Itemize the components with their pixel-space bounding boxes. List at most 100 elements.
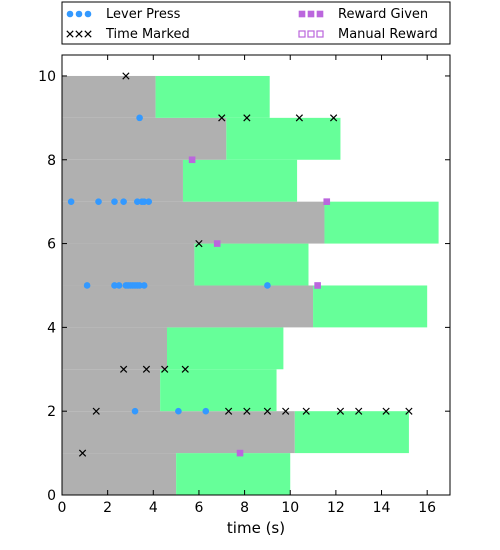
reward-given-point [314,282,321,289]
plot-content [62,72,439,495]
trial-bar-gray [62,201,325,244]
time-marked-point [224,407,233,415]
reward-given-point [323,198,331,205]
x-tick-label: 10 [281,500,299,516]
trial-bar-gray [62,285,314,328]
trial-bar-green [313,285,428,328]
legend: Lever Press Time Marked Reward Given Manual… [61,1,451,45]
lever-press-point [136,114,143,122]
legend-label: Lever Press [106,7,181,22]
legend-marker [307,30,315,38]
x-stroke [84,30,92,38]
time-marked-point [302,407,310,415]
x-stroke [75,30,83,38]
x-stroke [119,365,128,373]
trial-bar-green [160,369,277,412]
time-marked-point [161,365,169,373]
x-stroke [243,407,251,415]
y-tick-label: 10 [38,69,56,85]
lever-press-point [134,198,141,205]
lever-press-point [95,198,102,205]
y-tick-label: 2 [47,404,56,420]
x-tick-label: 16 [418,500,436,516]
trial-bar-gray [62,75,156,118]
trial-bar-gray [62,369,161,412]
time-marked-point [181,365,189,373]
x-stroke [302,407,310,415]
lever-press-point [145,198,153,205]
time-marked-point [295,114,303,122]
time-marked-point [243,114,251,122]
lever-press-point [140,198,148,205]
legend-marker [84,10,92,18]
lever-press-point [202,407,210,415]
time-marked-point [405,407,413,415]
x-stroke [243,114,251,122]
trial-bar-green [155,75,270,118]
time-marked-point [282,407,290,415]
x-axis-label: time (s) [227,519,285,537]
x-tick-label: 14 [373,500,391,516]
trial-bar-green [176,453,291,495]
x-tick-label: 0 [58,500,67,516]
lever-press-point [111,282,118,289]
lever-press-point [115,282,123,289]
trial-bar-gray [62,117,227,160]
lever-press-point [120,198,127,205]
trial-bar-gray [62,159,183,202]
legend-label: Reward Given [338,7,428,22]
time-marked-point [218,114,226,122]
lever-press-point [67,198,75,205]
x-stroke [405,407,413,415]
x-stroke [218,114,226,122]
reward-given-point [213,240,221,247]
time-marked-point [336,407,345,415]
x-stroke [78,449,87,457]
time-marked-point [263,407,272,415]
x-stroke [224,407,233,415]
trial-bar-gray [62,411,295,454]
plot-area [62,72,439,495]
time-marked-point [382,407,390,415]
lever-press-point [264,282,271,289]
time-marked-point [329,114,338,122]
plot-frame [61,54,451,496]
time-marked-point [355,407,363,415]
trial-bar-gray [62,327,167,370]
trial-bar-gray [62,453,177,495]
x-stroke [181,365,189,373]
time-marked-point [142,365,151,373]
y-tick-label: 6 [47,237,56,253]
x-stroke [329,114,338,122]
reward-given-point [236,449,244,457]
trial-bar-green [226,117,341,160]
x-stroke [161,365,169,373]
x-stroke [195,239,203,248]
x-tick-label: 8 [240,500,249,516]
legend-entry-manual-reward: Manual Reward [298,27,438,42]
time-marked-point [122,72,130,80]
lever-press-point [136,282,143,289]
legend-label: Time Marked [105,27,190,42]
x-stroke [282,407,290,415]
lever-press-point [175,407,182,415]
x-tick-label: 2 [103,500,112,516]
trial-bar-green [324,201,439,244]
legend-label: Manual Reward [338,27,438,42]
trial-bar-green [182,159,298,202]
time-marked-point [78,449,87,457]
time-marked-point [243,407,251,415]
legend-marker [307,10,315,18]
time-marked-point [119,365,128,373]
trial-bar-green [194,243,309,286]
axis-ticks: 0 2 4 6 8 10 12 14 16 0 2 4 6 8 10 [38,55,450,516]
x-stroke [263,407,272,415]
y-tick-label: 8 [47,153,56,169]
legend-marker [84,30,92,38]
x-stroke [336,407,345,415]
legend-marker [66,10,74,18]
legend-marker [75,10,83,18]
lever-press-point [140,282,148,289]
lever-press-point [131,407,139,415]
